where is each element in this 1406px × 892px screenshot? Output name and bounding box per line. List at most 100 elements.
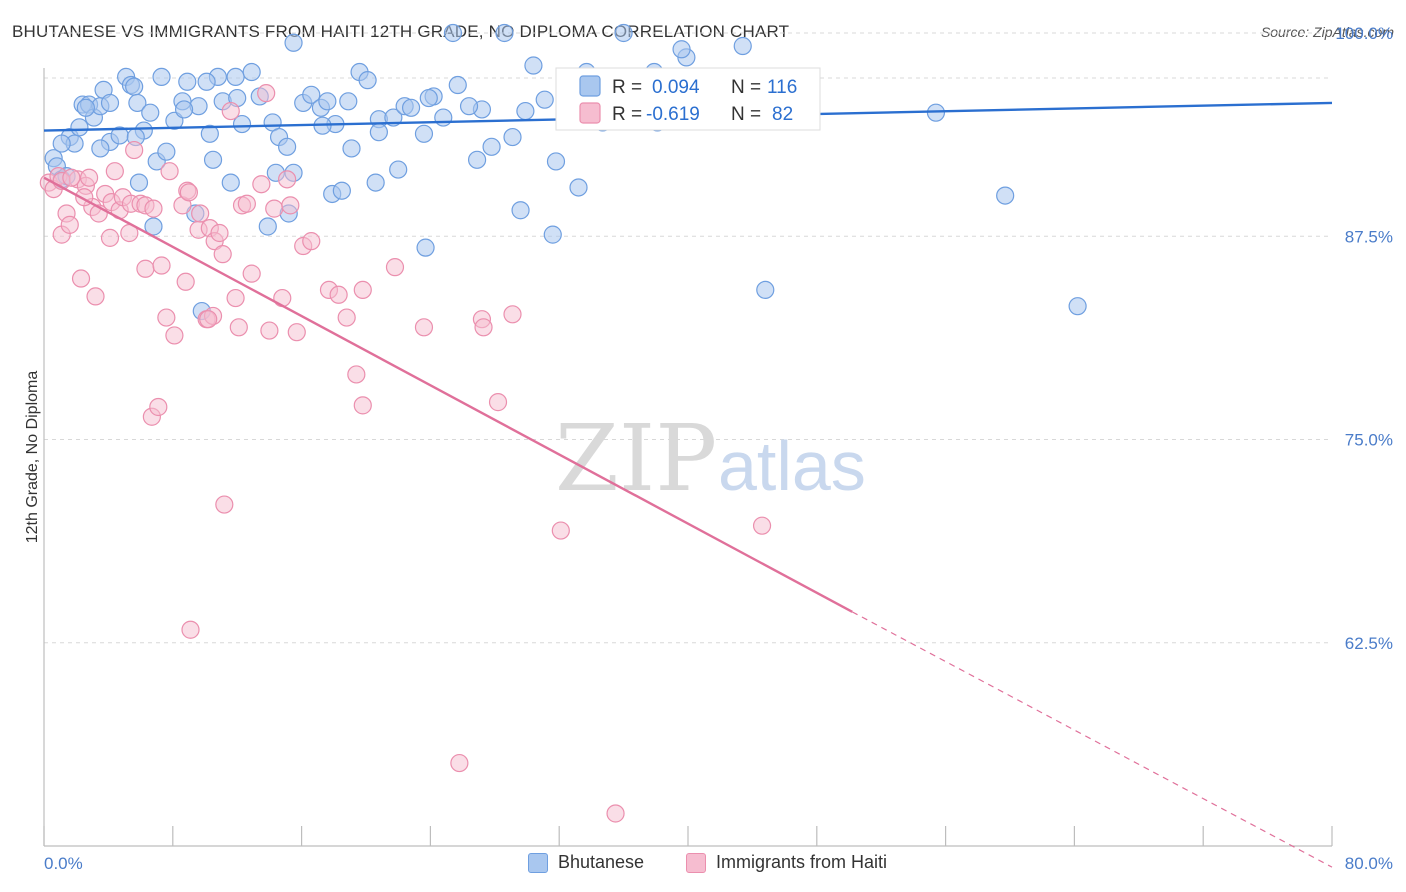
data-point-haiti: [215, 495, 234, 514]
legend-swatch-haiti: [579, 102, 601, 124]
data-point-haiti: [353, 396, 372, 415]
data-point-bhutanese: [434, 108, 453, 127]
data-point-bhutanese: [258, 217, 277, 236]
data-point-haiti: [149, 397, 168, 417]
data-point-bhutanese: [414, 124, 434, 143]
data-point-haiti: [199, 310, 218, 329]
data-point-haiti: [257, 84, 276, 103]
data-point-haiti: [125, 140, 144, 160]
data-point-bhutanese: [511, 201, 530, 220]
data-point-haiti: [179, 183, 198, 202]
data-point-bhutanese: [197, 72, 216, 91]
data-point-haiti: [329, 285, 348, 304]
data-point-haiti: [157, 308, 176, 327]
data-point-haiti: [385, 258, 405, 277]
source-credit: Source: ZipAtlas.com: [1260, 24, 1394, 40]
data-point-bhutanese: [614, 23, 633, 43]
y-tick-label: 100.0%: [1335, 24, 1393, 43]
data-point-bhutanese: [546, 152, 566, 171]
data-point-haiti: [100, 228, 120, 247]
data-point-bhutanese: [369, 123, 388, 142]
data-point-bhutanese: [672, 40, 691, 59]
x-tick-labels: 0.0% 80.0%: [44, 854, 1393, 873]
data-point-bhutanese: [535, 90, 554, 109]
data-point-haiti: [136, 259, 155, 278]
chart-title: BHUTANESE VS IMMIGRANTS FROM HAITI 12TH …: [12, 22, 790, 41]
data-point-haiti: [79, 168, 99, 187]
data-point-bhutanese: [358, 71, 377, 90]
data-point-bhutanese: [332, 181, 351, 200]
data-point-bhutanese: [284, 33, 303, 52]
data-point-haiti: [260, 321, 279, 340]
data-point-haiti: [474, 318, 493, 337]
data-point-bhutanese: [144, 217, 163, 236]
data-point-bhutanese: [516, 101, 535, 121]
data-point-haiti: [337, 308, 356, 327]
data-point-bhutanese: [996, 186, 1015, 205]
data-point-haiti: [278, 170, 297, 189]
data-point-bhutanese: [76, 98, 95, 117]
x-tick-label: 80.0%: [1345, 854, 1393, 873]
legend-label-bhutanese: Bhutanese: [558, 852, 645, 872]
y-tick-labels: 62.5% 75.0% 87.5% 100.0%: [1335, 24, 1393, 653]
data-point-bhutanese: [242, 62, 261, 82]
data-point-haiti: [62, 168, 81, 187]
data-point-haiti: [551, 521, 570, 540]
data-point-haiti: [176, 272, 195, 291]
data-point-bhutanese: [278, 137, 297, 156]
data-point-haiti: [414, 318, 434, 337]
legend-n-value-2: 82: [772, 104, 793, 125]
y-tick-label: 62.5%: [1345, 634, 1393, 653]
data-point-haiti: [287, 323, 306, 342]
data-point-bhutanese: [125, 77, 144, 96]
watermark-zip: ZIP: [555, 405, 717, 512]
data-point-bhutanese: [152, 67, 171, 87]
data-point-bhutanese: [503, 127, 522, 147]
data-point-haiti: [144, 199, 163, 218]
data-point-bhutanese: [733, 36, 752, 56]
data-point-bhutanese: [141, 103, 160, 122]
data-point-bhutanese: [232, 114, 252, 134]
axes: [43, 68, 1333, 847]
data-point-bhutanese: [70, 118, 89, 137]
data-point-haiti: [252, 175, 271, 194]
data-point-bhutanese: [91, 139, 110, 158]
legend-r-label-1: R =: [612, 77, 642, 98]
data-point-haiti: [273, 288, 292, 308]
data-point-haiti: [347, 365, 366, 384]
legend-swatch-bhutanese-bottom: [528, 852, 548, 873]
data-point-bhutanese: [157, 142, 176, 161]
data-point-haiti: [242, 264, 261, 283]
data-point-bhutanese: [1068, 297, 1087, 316]
data-point-haiti: [221, 101, 240, 121]
y-tick-label: 75.0%: [1345, 431, 1393, 450]
data-point-haiti: [302, 232, 321, 251]
data-point-haiti: [488, 393, 508, 412]
data-point-bhutanese: [226, 67, 245, 87]
trend-line-haiti: [43, 176, 853, 613]
data-point-haiti: [237, 194, 256, 213]
legend-item-haiti: Immigrants from Haiti: [686, 852, 887, 873]
data-point-bhutanese: [448, 75, 467, 95]
data-point-bhutanese: [221, 173, 240, 192]
x-minor-ticks: [43, 826, 1333, 846]
data-point-bhutanese: [443, 23, 463, 43]
data-point-bhutanese: [339, 92, 358, 111]
data-point-haiti: [152, 256, 171, 275]
data-point-bhutanese: [524, 56, 543, 75]
data-point-haiti: [160, 162, 179, 181]
data-point-bhutanese: [366, 173, 385, 192]
data-point-haiti: [60, 215, 79, 234]
data-point-bhutanese: [203, 150, 223, 169]
legend-r-value-1: 0.094: [652, 77, 700, 98]
data-point-bhutanese: [200, 124, 219, 143]
data-point-bhutanese: [389, 160, 408, 179]
data-point-haiti: [450, 753, 469, 773]
legend-n-value-1: 116: [767, 77, 797, 98]
data-point-haiti: [191, 204, 210, 223]
data-point-bhutanese: [100, 93, 120, 113]
watermark-atlas: atlas: [718, 427, 866, 505]
x-tick-label: 0.0%: [44, 854, 83, 873]
data-point-bhutanese: [52, 134, 71, 153]
